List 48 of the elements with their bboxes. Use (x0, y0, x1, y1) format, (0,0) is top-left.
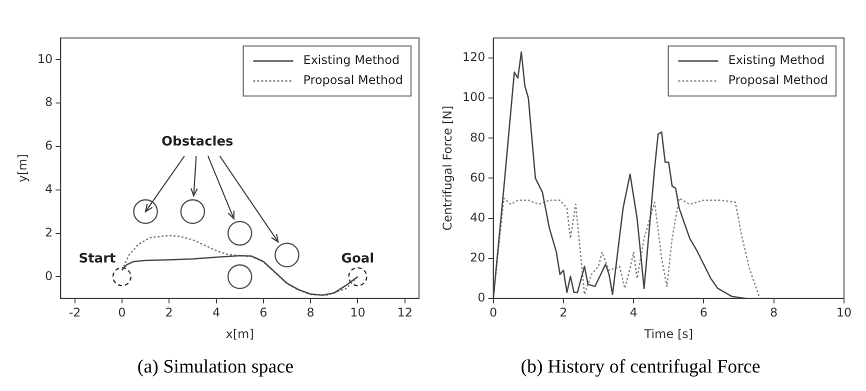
x-tick-label: 4 (212, 306, 220, 320)
point (348, 267, 368, 286)
annotation: Obstacles (161, 134, 234, 150)
y-tick-label: 10 (37, 52, 53, 66)
x-tick-label: 10 (350, 306, 366, 320)
y-tick-label: 120 (462, 50, 486, 64)
x-tick-label: 10 (836, 306, 852, 320)
line-series (493, 198, 775, 298)
y-tick-label: 4 (45, 182, 53, 196)
legend-label: Proposal Method (303, 73, 404, 88)
legend-label: Existing Method (728, 53, 825, 68)
point (227, 220, 252, 246)
annotation: Start (78, 251, 116, 266)
x-tick-label: 0 (118, 306, 126, 320)
y-tick-label: 20 (470, 250, 486, 264)
y-axis-title: Centrifugal Force [N] (440, 106, 454, 231)
x-tick-label: 0 (489, 306, 498, 320)
y-tick-label: 8 (45, 95, 53, 110)
text: (b) History of centrifugal Force (520, 356, 760, 378)
x-tick-label: 8 (306, 306, 314, 320)
point (274, 242, 300, 268)
x-tick-label: 12 (397, 306, 412, 320)
text: (a) Simulation space (137, 356, 294, 378)
y-tick-label: 100 (462, 90, 486, 104)
y-tick-label: 0 (45, 268, 53, 283)
y-tick-label: 0 (478, 290, 486, 305)
x-tick-label: 4 (630, 306, 638, 320)
point (227, 264, 252, 290)
legend-label: Proposal Method (728, 73, 828, 88)
x-tick-label: 6 (700, 306, 708, 320)
x-tick-label: 6 (260, 306, 268, 320)
point (112, 267, 132, 286)
y-tick-label: 60 (470, 170, 486, 184)
x-tick-label: 8 (770, 306, 778, 320)
legend-label: Existing Method (303, 53, 400, 68)
y-axis-title: y[m] (15, 154, 30, 182)
y-tick-label: 40 (470, 210, 486, 224)
y-tick-label: 2 (45, 225, 53, 240)
point (133, 199, 158, 224)
x-tick-label: 2 (560, 306, 568, 320)
x-tick-label: -2 (68, 306, 81, 320)
x-axis-title: Time [s] (643, 327, 694, 342)
y-tick-label: 6 (45, 138, 53, 153)
x-tick-label: 2 (165, 306, 173, 320)
x-axis-title: x[m] (226, 327, 254, 342)
annotation: Goal (341, 251, 374, 266)
point (180, 199, 206, 224)
y-tick-label: 80 (470, 130, 486, 144)
